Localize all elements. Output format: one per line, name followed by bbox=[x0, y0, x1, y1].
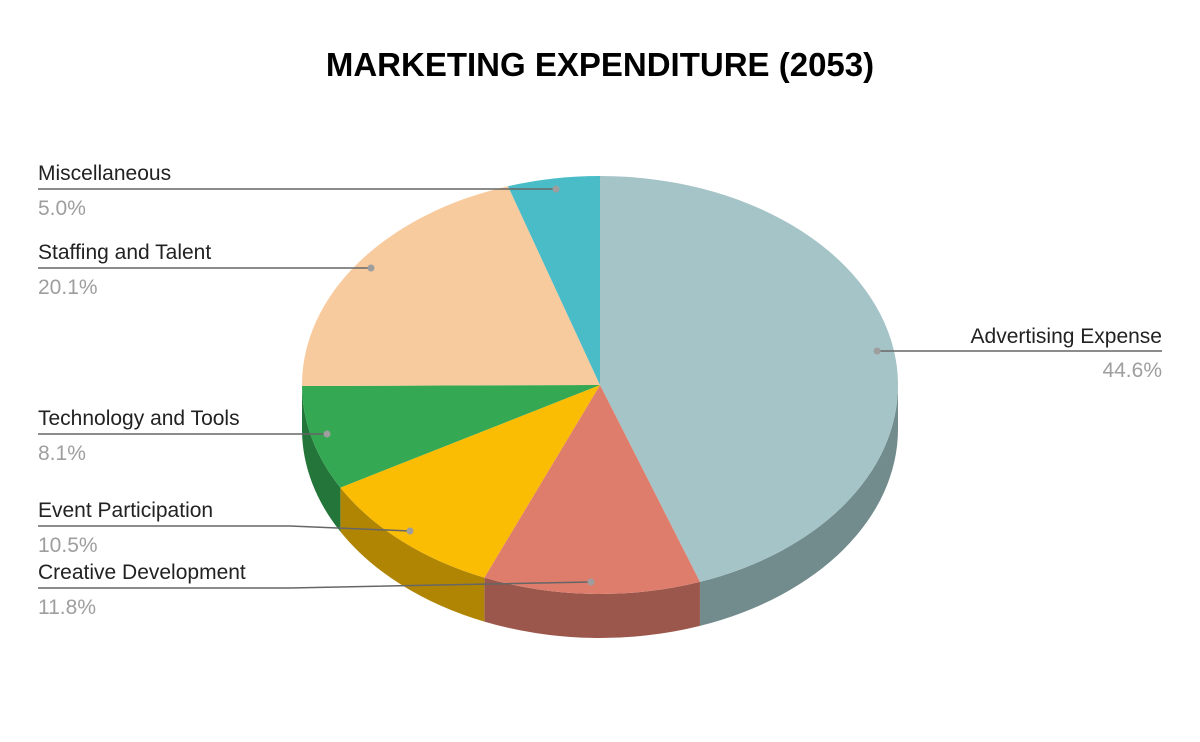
slice-label-event-participation: Event Participation bbox=[38, 499, 213, 522]
slice-side-event-participation bbox=[340, 487, 485, 622]
pie-slice-miscellaneous[interactable] bbox=[508, 176, 600, 385]
pie-slice-creative-development[interactable] bbox=[484, 385, 700, 594]
slice-label-miscellaneous: Miscellaneous bbox=[38, 162, 171, 185]
pie-slices bbox=[301, 176, 899, 594]
slice-label-advertising-expense: Advertising Expense bbox=[971, 325, 1162, 348]
callout-line-creative-development bbox=[38, 581, 592, 589]
callout-dot-advertising-expense bbox=[873, 347, 881, 355]
slice-percent-staffing-and-talent: 20.1% bbox=[38, 276, 98, 299]
callout-dot-staffing-and-talent bbox=[367, 264, 375, 272]
slice-percent-advertising-expense: 44.6% bbox=[1102, 359, 1162, 382]
pie-slice-event-participation[interactable] bbox=[340, 385, 600, 578]
callout-dot-technology-and-tools bbox=[323, 430, 331, 438]
slice-percent-technology-and-tools: 8.1% bbox=[38, 442, 86, 465]
callout-dot-event-participation bbox=[406, 527, 414, 535]
callouts: Advertising Expense 44.6% Miscellaneous 5.0… bbox=[38, 162, 1162, 619]
chart-title: MARKETING EXPENDITURE (2053) bbox=[326, 46, 874, 83]
slice-percent-miscellaneous: 5.0% bbox=[38, 197, 86, 220]
slice-label-technology-and-tools: Technology and Tools bbox=[38, 407, 240, 430]
pie-sides bbox=[302, 385, 898, 639]
pie-slice-advertising-expense[interactable] bbox=[600, 176, 899, 582]
callout-line-event-participation bbox=[38, 525, 411, 532]
callout-dot-creative-development bbox=[587, 578, 595, 586]
slice-percent-creative-development: 11.8% bbox=[38, 596, 96, 619]
slice-percent-event-participation: 10.5% bbox=[38, 534, 98, 557]
pie-slice-technology-and-tools[interactable] bbox=[302, 385, 600, 488]
slice-label-staffing-and-talent: Staffing and Talent bbox=[38, 241, 211, 264]
slice-label-creative-development: Creative Development bbox=[38, 561, 246, 584]
callout-dot-miscellaneous bbox=[552, 185, 560, 193]
slice-side-creative-development bbox=[484, 577, 700, 639]
slice-side-technology-and-tools bbox=[302, 385, 341, 532]
pie-slice-staffing-and-talent[interactable] bbox=[301, 186, 600, 386]
slice-side-advertising-expense bbox=[699, 385, 898, 626]
